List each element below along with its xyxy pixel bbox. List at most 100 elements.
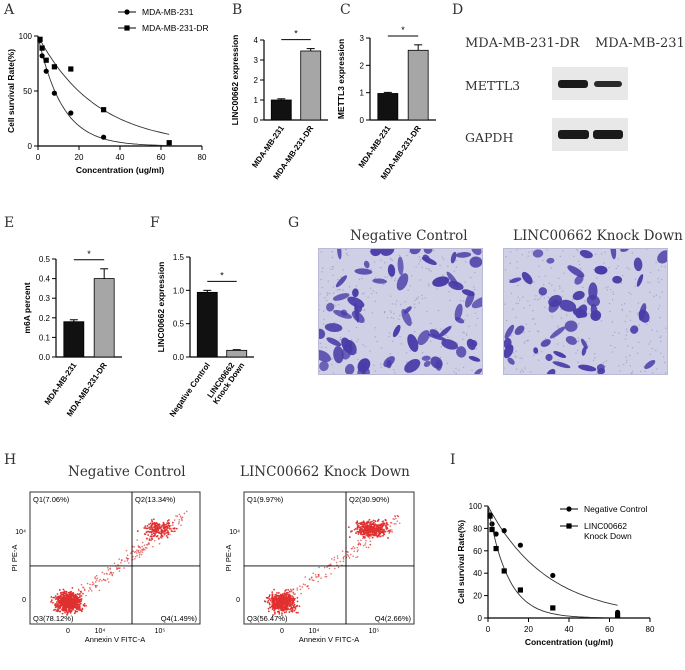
speckle (413, 303, 416, 305)
speckle (323, 323, 325, 325)
speckle (386, 317, 389, 319)
event-dot (152, 535, 154, 538)
event-dot (395, 523, 397, 525)
event-dot (271, 601, 274, 604)
chart-f-knockdown-expression: 0.0 0.5 1.0 1.5 LINC00662 expressionNegative… (156, 253, 254, 419)
speckle (649, 320, 651, 323)
speckle (619, 370, 622, 372)
speckle (572, 255, 575, 258)
event-dot (283, 607, 286, 610)
event-dot (96, 577, 99, 580)
event-dot (285, 595, 287, 598)
speckle (649, 291, 651, 294)
event-dot (56, 603, 58, 605)
speckle (541, 351, 543, 353)
y-tick-label: 0.3 (39, 294, 51, 303)
event-dot (281, 612, 283, 615)
event-dot (82, 586, 84, 588)
speckle (466, 333, 468, 335)
stained-cell (638, 303, 647, 321)
event-dot (371, 520, 373, 523)
event-dot (299, 588, 302, 591)
event-dot (285, 588, 288, 591)
speckle (576, 250, 579, 252)
bar (196, 291, 218, 358)
event-dot (50, 596, 53, 598)
event-dot (272, 606, 274, 609)
quadrant-q1-label: Q1(9.97%) (247, 495, 284, 504)
speckle (617, 265, 619, 267)
event-dot (106, 567, 109, 569)
event-dot (368, 537, 371, 540)
speckle (611, 321, 614, 323)
speckle (625, 356, 627, 358)
event-dot (296, 587, 299, 589)
event-dot (79, 600, 82, 603)
speckle (399, 336, 401, 338)
event-dot (300, 592, 302, 595)
speckle (623, 303, 626, 305)
event-dot (56, 601, 58, 603)
event-dot (163, 524, 166, 527)
x-tick-label: 0 (280, 628, 284, 635)
event-dot (380, 527, 383, 530)
event-dot (285, 599, 288, 601)
speckle (618, 332, 620, 334)
speckle (321, 271, 323, 273)
speckle (329, 268, 332, 270)
x-tick-label: 20 (524, 625, 533, 634)
speckle (357, 338, 359, 341)
event-dot (160, 533, 162, 535)
speckle (338, 289, 340, 291)
event-dot (67, 610, 70, 612)
event-dot (57, 595, 60, 598)
event-dot (291, 599, 294, 601)
event-dot (136, 530, 139, 532)
event-dot (78, 589, 80, 592)
event-dot (137, 550, 140, 553)
event-dot (138, 556, 141, 558)
panel-label-c: C (340, 2, 351, 18)
x-axis-title: Concentration (ug/ml) (76, 165, 164, 175)
speckle (588, 337, 591, 340)
event-dot (91, 583, 94, 586)
event-dot (158, 537, 160, 539)
event-dot (362, 536, 365, 538)
event-dot (353, 547, 356, 549)
speckle (587, 345, 589, 347)
bar (300, 50, 322, 121)
stained-cell (546, 257, 555, 264)
event-dot (365, 539, 367, 542)
speckle (384, 276, 386, 278)
stained-cell (579, 249, 593, 259)
speckle (440, 328, 442, 330)
event-dot (158, 542, 161, 545)
event-dot (151, 528, 154, 530)
speckle (535, 295, 537, 297)
event-dot (271, 603, 274, 606)
event-dot (62, 606, 65, 609)
speckle (526, 339, 529, 342)
event-dot (157, 528, 160, 531)
event-dot (268, 595, 271, 598)
event-dot (368, 523, 371, 525)
stained-cell (392, 324, 401, 338)
stained-cell (474, 368, 482, 374)
speckle (577, 337, 580, 339)
speckle (543, 297, 545, 299)
stained-cell (324, 323, 343, 333)
y-tick-label: 0 (28, 142, 33, 151)
speckle (617, 258, 620, 260)
event-dot (172, 530, 175, 533)
event-dot (267, 600, 270, 602)
event-dot (377, 529, 380, 532)
speckle (331, 250, 334, 253)
stained-cell (347, 296, 365, 308)
event-dot (146, 527, 149, 530)
speckle (376, 340, 378, 343)
speckle (374, 277, 376, 279)
speckle (504, 367, 505, 369)
event-dot (57, 598, 60, 601)
speckle (657, 269, 660, 271)
event-dot (294, 593, 296, 595)
